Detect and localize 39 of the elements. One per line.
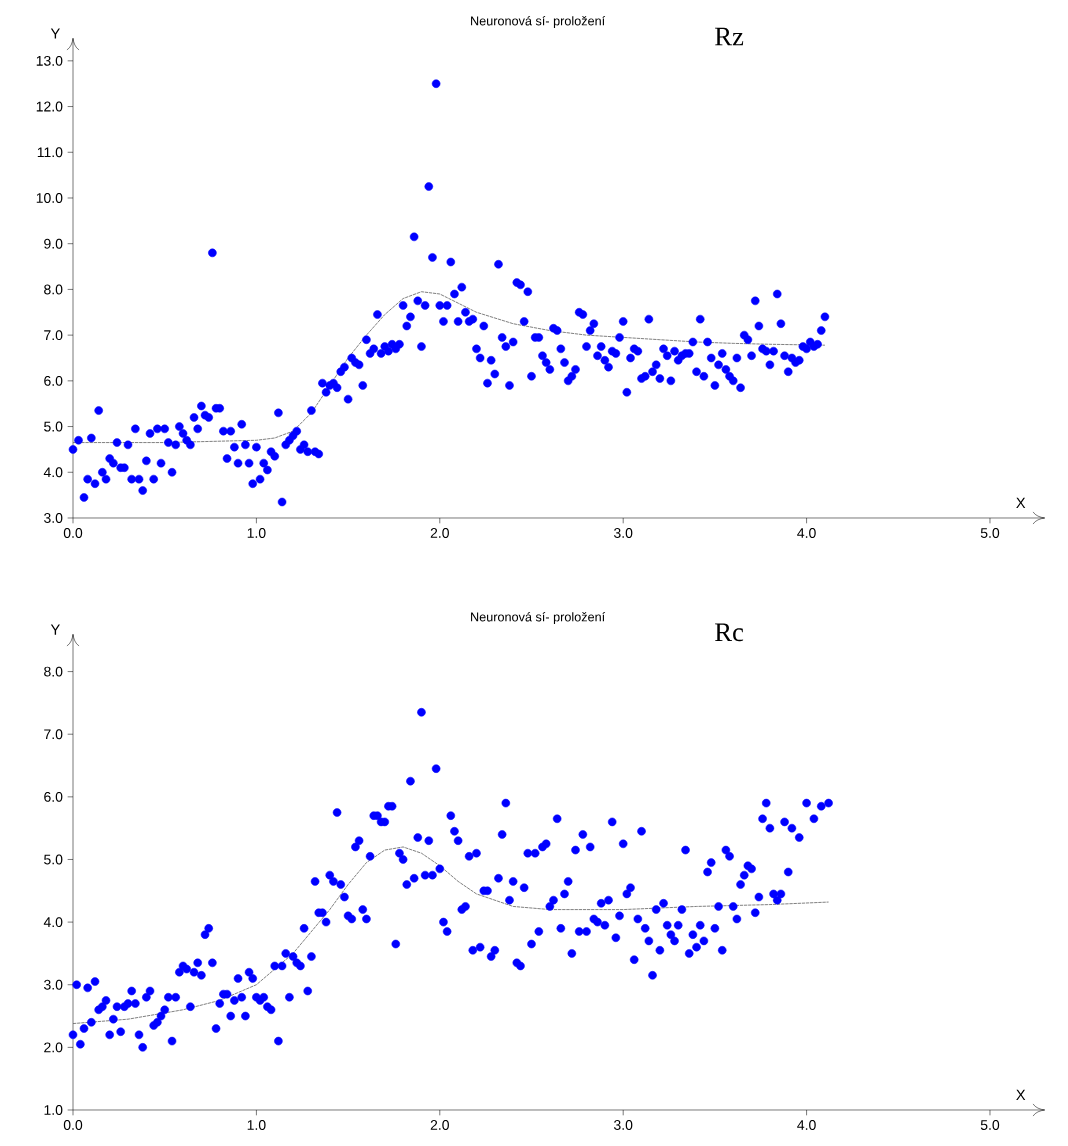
x-tick-label: 4.0 xyxy=(797,528,816,538)
x-axis-title: X xyxy=(1016,497,1026,508)
y-tick-label: 8.0 xyxy=(44,666,63,677)
y-tick-label: 9.0 xyxy=(44,238,63,249)
y-tick-label: 8.0 xyxy=(44,284,63,295)
x-tick-label: 4.0 xyxy=(797,1120,816,1130)
y-tick-label: 6.0 xyxy=(44,791,63,802)
y-tick-label: 10.0 xyxy=(36,193,63,203)
y-tick-label: 3.0 xyxy=(44,979,63,990)
y-tick-label: 12.0 xyxy=(36,101,63,112)
y-tick-label: 4.0 xyxy=(43,467,63,478)
y-tick-label: 5.0 xyxy=(44,854,63,865)
y-axis-title: Y xyxy=(50,624,60,635)
y-axis-title: Y xyxy=(50,28,60,39)
x-tick-label: 2.0 xyxy=(430,1120,449,1130)
y-tick-label: 13.0 xyxy=(36,55,63,66)
annotation: Rc xyxy=(715,623,744,642)
x-axis-title: X xyxy=(1016,1089,1026,1100)
x-tick-label: 1.0 xyxy=(247,528,266,538)
x-tick-label: 3.0 xyxy=(613,1120,633,1130)
x-tick-label: 2.0 xyxy=(430,528,449,538)
x-tick-label: 5.0 xyxy=(980,528,1000,538)
annotation: Rz xyxy=(715,27,744,46)
y-tick-label: 2.0 xyxy=(44,1042,63,1053)
y-tick-label: 5.0 xyxy=(44,421,63,432)
y-tick-label: 11.0 xyxy=(37,147,63,158)
x-tick-label: 0.0 xyxy=(63,528,83,538)
x-tick-label: 5.0 xyxy=(980,1120,1000,1130)
y-tick-label: 7.0 xyxy=(44,330,63,341)
y-tick-label: 1.0 xyxy=(44,1105,63,1115)
x-tick-label: 3.0 xyxy=(613,528,633,538)
x-tick-label: 0.0 xyxy=(63,1120,83,1130)
y-tick-label: 7.0 xyxy=(44,729,63,740)
y-tick-label: 6.0 xyxy=(44,375,63,386)
y-tick-label: 3.0 xyxy=(44,513,63,523)
y-tick-label: 4.0 xyxy=(43,917,63,928)
chart-title: Neuronová sí- proložení xyxy=(471,612,606,624)
chart-title: Neuronová sí- proložení xyxy=(471,15,606,28)
x-tick-label: 1.0 xyxy=(247,1120,266,1130)
